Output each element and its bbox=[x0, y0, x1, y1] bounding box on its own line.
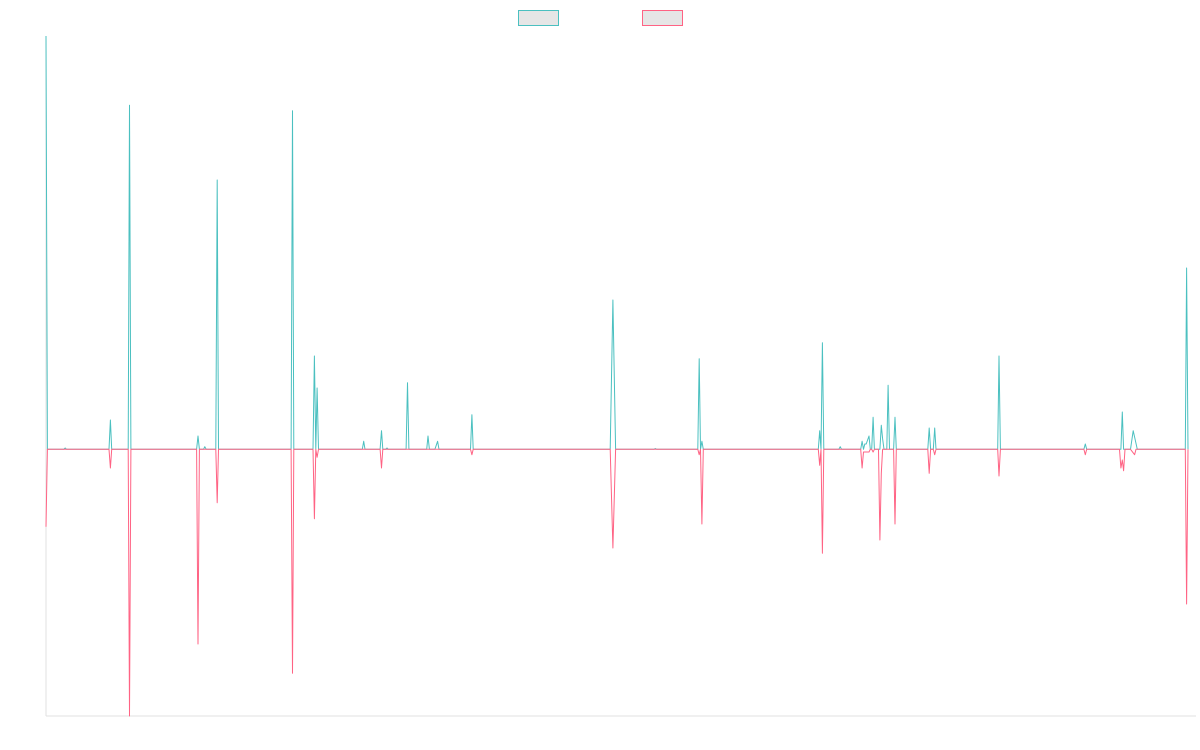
legend-swatch-2[interactable] bbox=[642, 10, 683, 26]
chart-legend bbox=[518, 10, 683, 26]
series-line-1 bbox=[45, 35, 1189, 450]
legend-swatch-1[interactable] bbox=[518, 10, 559, 26]
plot-area bbox=[45, 35, 1189, 717]
series-line-2 bbox=[45, 448, 1189, 717]
